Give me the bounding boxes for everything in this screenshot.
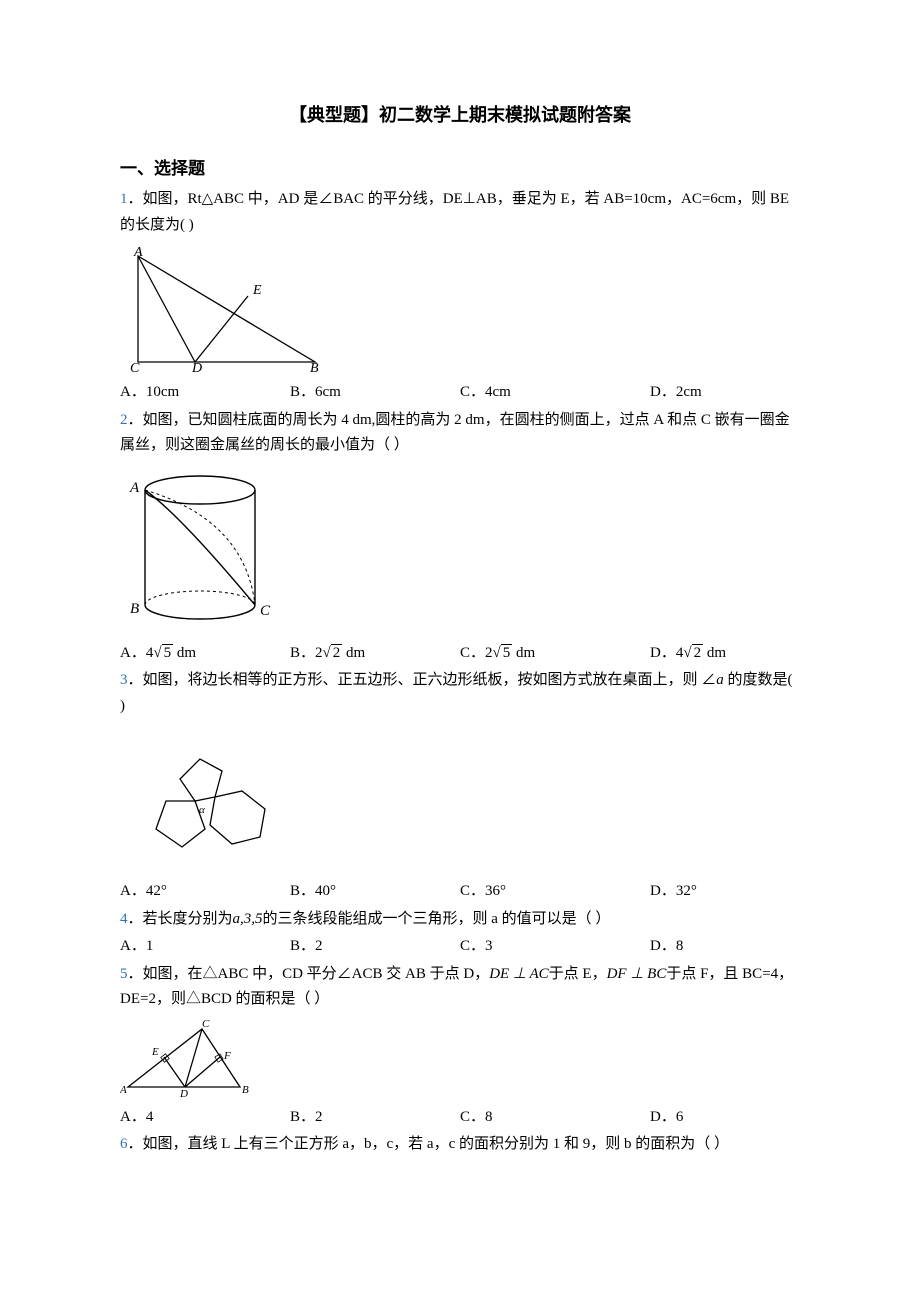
q3-alpha: a [716, 672, 724, 688]
q4-body1: ．若长度分别为 [128, 911, 233, 927]
question-5: 5．如图，在△ABC 中，CD 平分∠ACB 交 AB 于点 D，DE ⊥ AC… [120, 962, 800, 1131]
q1-options: A．10cm B．6cm C．4cm D．2cm [120, 380, 800, 406]
q3-opt-c: C．36° [460, 879, 650, 905]
question-1: 1．如图，Rt△ABC 中，AD 是∠BAC 的平分线，DE⊥AB，垂足为 E，… [120, 187, 800, 406]
q3-num: 3 [120, 672, 128, 688]
svg-text:F: F [223, 1050, 231, 1062]
q1-body: ．如图，Rt△ABC 中，AD 是∠BAC 的平分线，DE⊥AB，垂足为 E，若… [120, 191, 789, 233]
q5-opt-a: A．4 [120, 1105, 290, 1131]
q2-num: 2 [120, 412, 128, 428]
q4-num: 4 [120, 911, 128, 927]
svg-text:B: B [130, 601, 139, 617]
q2-options: A．4√5 dm B．2√2 dm C．2√5 dm D．4√2 dm [120, 641, 800, 667]
q5-perp1: DE ⊥ AC [489, 966, 548, 982]
svg-text:D: D [179, 1088, 188, 1099]
q5-text: 5．如图，在△ABC 中，CD 平分∠ACB 交 AB 于点 D，DE ⊥ AC… [120, 962, 800, 1013]
svg-text:A: A [129, 480, 140, 496]
q2-opt-b: B．2√2 dm [290, 641, 460, 667]
svg-text:C: C [202, 1019, 210, 1030]
q2-opt-d: D．4√2 dm [650, 641, 790, 667]
q5-options: A．4 B．2 C．8 D．6 [120, 1105, 800, 1131]
q2-opt-a: A．4√5 dm [120, 641, 290, 667]
q1-text: 1．如图，Rt△ABC 中，AD 是∠BAC 的平分线，DE⊥AB，垂足为 E，… [120, 187, 800, 238]
q4-opt-a: A．1 [120, 934, 290, 960]
page-title: 【典型题】初二数学上期末模拟试题附答案 [120, 100, 800, 131]
svg-text:B: B [310, 361, 319, 374]
q5-opt-b: B．2 [290, 1105, 460, 1131]
q6-body: ．如图，直线 L 上有三个正方形 a，b，c，若 a，c 的面积分别为 1 和 … [128, 1136, 730, 1152]
q6-num: 6 [120, 1136, 128, 1152]
section-heading: 一、选择题 [120, 155, 800, 184]
svg-text:A: A [120, 1084, 127, 1096]
question-2: 2．如图，已知圆柱底面的周长为 4 dm,圆柱的高为 2 dm，在圆柱的侧面上，… [120, 408, 800, 667]
svg-text:E: E [151, 1046, 159, 1058]
q3-body1: ．如图，将边长相等的正方形、正五边形、正六边形纸板，按如图方式放在桌面上，则 ∠ [128, 672, 717, 688]
q5-body2: 于点 E， [549, 966, 607, 982]
q3-opt-d: D．32° [650, 879, 790, 905]
q1-opt-a: A．10cm [120, 380, 290, 406]
svg-text:A: A [133, 245, 143, 260]
q1-opt-c: C．4cm [460, 380, 650, 406]
q3-options: A．42° B．40° C．36° D．32° [120, 879, 800, 905]
q4-options: A．1 B．2 C．3 D．8 [120, 934, 800, 960]
q5-opt-d: D．6 [650, 1105, 790, 1131]
question-3: 3．如图，将边长相等的正方形、正五边形、正六边形纸板，按如图方式放在桌面上，则 … [120, 668, 800, 905]
q5-figure: A B C D E F [120, 1019, 800, 1099]
svg-text:B: B [242, 1084, 249, 1096]
q2-text: 2．如图，已知圆柱底面的周长为 4 dm,圆柱的高为 2 dm，在圆柱的侧面上，… [120, 408, 800, 459]
q3-figure: α [120, 739, 800, 859]
q5-opt-c: C．8 [460, 1105, 650, 1131]
q1-opt-d: D．2cm [650, 380, 790, 406]
q1-opt-b: B．6cm [290, 380, 460, 406]
svg-text:α: α [199, 804, 205, 816]
q4-text: 4．若长度分别为a,3,5的三条线段能组成一个三角形，则 a 的值可以是（ ） [120, 907, 800, 933]
q2-figure: A B C [120, 465, 800, 635]
question-4: 4．若长度分别为a,3,5的三条线段能组成一个三角形，则 a 的值可以是（ ） … [120, 907, 800, 960]
q2-opt-c: C．2√5 dm [460, 641, 650, 667]
svg-text:C: C [130, 361, 140, 374]
q4-opt-b: B．2 [290, 934, 460, 960]
svg-text:D: D [191, 361, 202, 374]
q3-text: 3．如图，将边长相等的正方形、正五边形、正六边形纸板，按如图方式放在桌面上，则 … [120, 668, 800, 719]
q5-num: 5 [120, 966, 128, 982]
q5-perp2: DF ⊥ BC [607, 966, 667, 982]
q1-num: 1 [120, 191, 128, 207]
question-6: 6．如图，直线 L 上有三个正方形 a，b，c，若 a，c 的面积分别为 1 和… [120, 1132, 800, 1158]
q3-opt-a: A．42° [120, 879, 290, 905]
q4-opt-d: D．8 [650, 934, 790, 960]
q2-body: ．如图，已知圆柱底面的周长为 4 dm,圆柱的高为 2 dm，在圆柱的侧面上，过… [120, 412, 790, 454]
svg-text:C: C [260, 603, 271, 619]
q4-body2: 的三条线段能组成一个三角形，则 a 的值可以是（ ） [263, 911, 611, 927]
q4-vals: a,3,5 [233, 911, 263, 927]
q6-text: 6．如图，直线 L 上有三个正方形 a，b，c，若 a，c 的面积分别为 1 和… [120, 1132, 800, 1158]
q3-opt-b: B．40° [290, 879, 460, 905]
q4-opt-c: C．3 [460, 934, 650, 960]
q5-body1: ．如图，在△ABC 中，CD 平分∠ACB 交 AB 于点 D， [128, 966, 490, 982]
svg-text:E: E [252, 283, 262, 298]
q1-figure: A C D B E [120, 244, 800, 374]
